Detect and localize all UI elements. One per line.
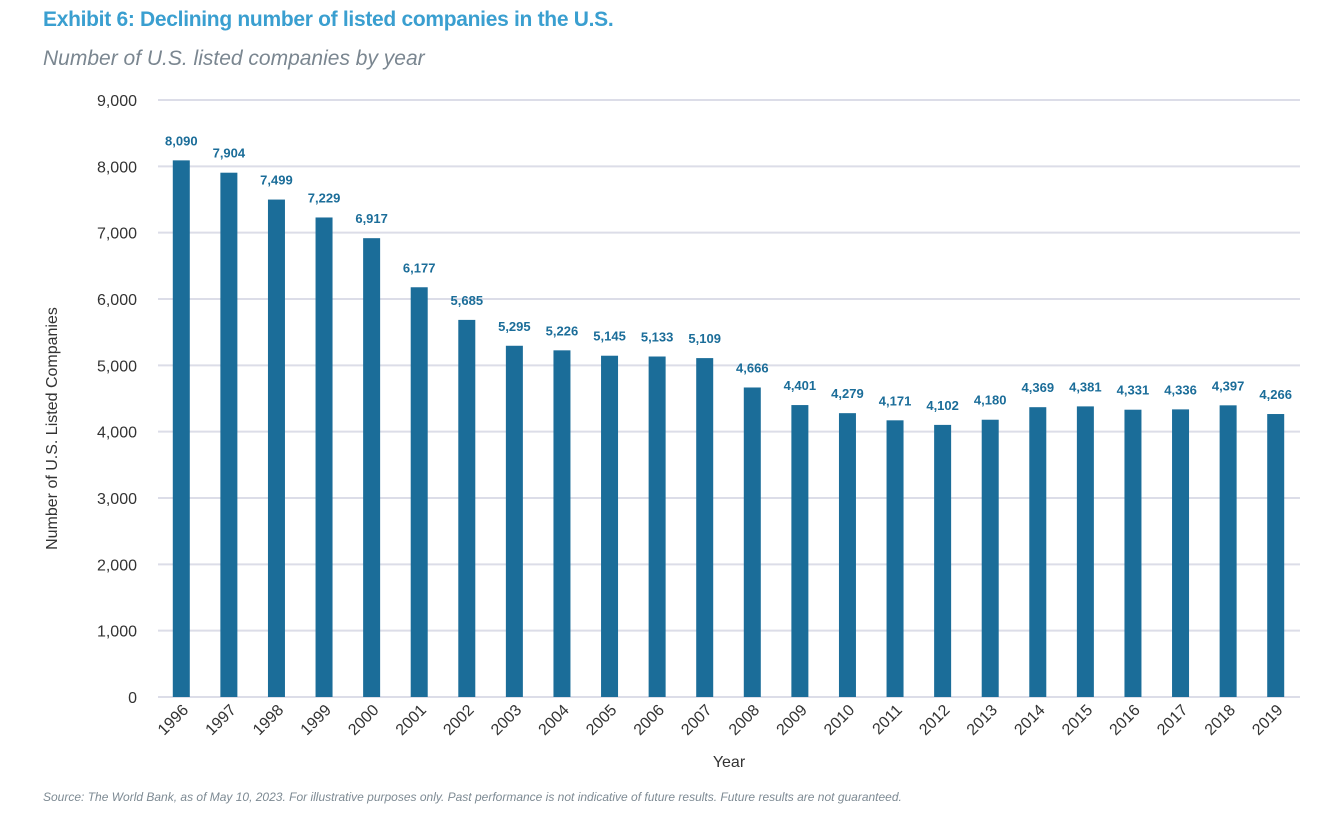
y-tick-label: 0 [128,690,137,707]
x-tick-label: 2009 [774,702,811,739]
y-tick-label: 5,000 [97,358,137,375]
x-tick-label: 2005 [583,702,620,739]
y-tick-label: 2,000 [97,557,137,574]
x-tick-label: 2015 [1059,702,1096,739]
data-label: 6,917 [355,211,388,226]
y-tick-label: 6,000 [97,292,137,309]
data-label: 4,331 [1117,383,1150,398]
x-tick-label: 2013 [964,702,1001,739]
y-tick-label: 3,000 [97,491,137,508]
x-tick-label: 2012 [916,702,953,739]
data-label: 4,336 [1164,382,1197,397]
bar [696,358,714,697]
bar [553,350,571,697]
bar [172,160,190,697]
data-label: 7,904 [213,146,246,161]
x-axis-title: Year [713,754,746,771]
data-label: 4,171 [879,393,912,408]
bar [838,413,856,697]
bar [648,356,666,697]
bar [791,405,809,697]
x-tick-label: 2007 [678,702,715,739]
bar [1124,409,1142,697]
bar [1076,406,1094,697]
x-tick-label: 2003 [488,702,525,739]
bar [410,287,428,697]
data-label: 4,381 [1069,379,1102,394]
data-label: 5,133 [641,330,674,345]
bar [934,424,952,697]
bar [267,199,285,697]
data-label: 5,295 [498,319,531,334]
data-label: 7,499 [260,173,293,188]
data-label: 7,229 [308,190,341,205]
x-tick-label: 2018 [1202,702,1239,739]
x-tick-label: 2017 [1154,702,1191,739]
data-label: 4,266 [1259,387,1292,402]
bar [1172,409,1190,697]
bar [743,387,761,697]
bar [505,345,523,697]
y-tick-label: 4,000 [97,425,137,442]
x-tick-label: 2006 [631,702,668,739]
data-label: 5,109 [688,331,721,346]
x-tick-label: 2002 [440,702,477,739]
y-tick-label: 9,000 [97,93,137,110]
x-tick-label: 2008 [726,702,763,739]
data-label: 4,279 [831,386,864,401]
x-tick-label: 2019 [1249,702,1286,739]
x-tick-label: 2010 [821,702,858,739]
data-label: 6,177 [403,260,436,275]
bar [363,238,381,697]
y-tick-label: 1,000 [97,624,137,641]
x-tick-label: 1997 [203,702,240,739]
x-tick-label: 2016 [1107,702,1144,739]
x-tick-label: 1999 [298,702,335,739]
source-note: Source: The World Bank, as of May 10, 20… [43,790,902,804]
y-tick-label: 8,000 [97,159,137,176]
bar [601,355,619,697]
data-label: 4,102 [926,398,959,413]
chart-title: Exhibit 6: Declining number of listed co… [43,8,614,31]
bar [220,172,238,697]
data-label: 5,685 [451,293,484,308]
x-tick-label: 2014 [1011,702,1048,739]
x-tick-label: 2000 [345,702,382,739]
bar [1029,407,1047,697]
bar [886,420,904,697]
data-label: 4,397 [1212,378,1245,393]
x-tick-label: 2001 [393,702,430,739]
bar [981,419,999,697]
chart-subtitle: Number of U.S. listed companies by year [43,47,425,70]
data-label: 4,180 [974,393,1007,408]
x-tick-label: 2011 [870,702,906,738]
bar [1267,414,1285,697]
y-axis-title: Number of U.S. Listed Companies [44,307,61,550]
data-label: 5,145 [593,329,626,344]
data-label: 4,666 [736,360,769,375]
data-label: 8,090 [165,133,198,148]
bar [1219,405,1237,697]
data-label: 4,401 [784,378,817,393]
x-tick-label: 1996 [155,702,192,739]
data-label: 5,226 [546,323,579,338]
bar [315,217,333,698]
x-tick-label: 2004 [536,702,573,739]
y-tick-label: 7,000 [97,226,137,243]
data-label: 4,369 [1022,380,1055,395]
bar [458,319,476,697]
x-tick-label: 1998 [250,702,287,739]
